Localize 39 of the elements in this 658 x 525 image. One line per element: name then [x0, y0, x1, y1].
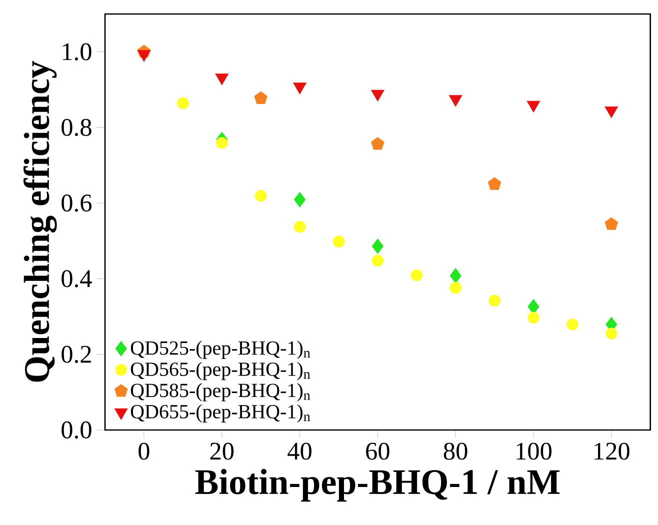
y-tick-label: 0.2	[62, 346, 91, 363]
y-axis-title: Quenching efficiency	[24, 60, 57, 382]
point	[332, 236, 345, 248]
x-tick-label: 80	[444, 442, 468, 460]
point	[606, 328, 618, 340]
y-tick-label: 0.4	[62, 270, 92, 288]
point	[410, 269, 422, 282]
y-tick-label: 0.0	[62, 421, 92, 439]
point	[604, 217, 618, 230]
point	[372, 238, 384, 254]
legend-label: QD585-(pep-BHQ-1)$_{n}$	[130, 383, 310, 402]
point	[254, 190, 267, 202]
legend-label: QD565-(pep-BHQ-1)$_{n}$	[130, 362, 310, 380]
point	[528, 299, 540, 314]
point	[177, 97, 189, 110]
x-tick-label: 60	[366, 442, 390, 460]
point	[566, 318, 578, 330]
y-tick-label: 0.6	[62, 194, 92, 212]
point	[371, 137, 384, 150]
x-tick-label: 0	[138, 442, 150, 460]
x-tick-label: 120	[594, 442, 630, 460]
legend-label: QD525-(pep-BHQ-1)$_{n}$	[130, 340, 310, 359]
point	[488, 177, 502, 190]
point	[294, 192, 306, 208]
point	[450, 268, 462, 284]
point	[372, 254, 384, 266]
legend-label: QD655-(pep-BHQ-1)$_{n}$	[130, 404, 310, 422]
point	[450, 282, 462, 294]
point	[254, 91, 268, 104]
x-tick-label: 40	[288, 442, 312, 460]
point	[216, 137, 228, 149]
y-tick-label: 1.0	[62, 43, 92, 60]
point	[528, 312, 540, 324]
x-tick-label: 20	[210, 442, 234, 460]
x-axis-title: Biotin-pep-BHQ-1 / nM	[195, 468, 560, 502]
point	[488, 294, 500, 307]
x-tick-label: 100	[516, 442, 552, 460]
y-tick-label: 0.8	[62, 118, 92, 136]
point	[294, 221, 306, 233]
